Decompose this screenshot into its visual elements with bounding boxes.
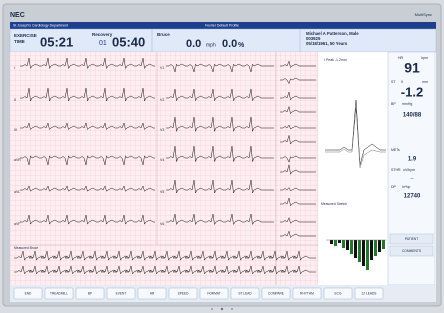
- function-key-label[interactable]: SPEED: [178, 291, 190, 295]
- monitor-photo: NEC MultiSync St Joseph's Cardiology Dep…: [0, 0, 444, 313]
- trend-bar: [366, 240, 369, 270]
- brand: NEC: [10, 12, 25, 19]
- lead-label: aVR: [14, 158, 21, 162]
- trend-bar: [350, 240, 353, 254]
- dp-unit: hr*bp: [402, 185, 410, 189]
- function-key-label[interactable]: 12 LEADS: [362, 291, 377, 295]
- trend-bar: [334, 240, 337, 246]
- speed: 0.0: [186, 38, 201, 50]
- recovery-label: Recovery: [92, 32, 113, 37]
- trend-bar: [382, 240, 385, 249]
- trend-bar: [370, 240, 373, 260]
- power-led: [221, 308, 223, 310]
- lead-label: V3: [160, 128, 164, 132]
- st-value: -1.2: [401, 84, 423, 99]
- hr-unit: bpm: [421, 56, 428, 60]
- rhythm-label: Measured Bruce: [14, 246, 38, 250]
- bp-unit: mmHg: [402, 102, 412, 106]
- patient-button-label[interactable]: PATIENT: [405, 237, 418, 241]
- bp-label: BP: [391, 102, 396, 106]
- mets-value: 1.9: [408, 157, 417, 163]
- lead-label: V4: [160, 158, 164, 162]
- grade: 0.0: [222, 38, 237, 50]
- function-key-label[interactable]: BP: [88, 291, 92, 295]
- bp-value: 140/88: [403, 113, 422, 119]
- trend-bar: [354, 240, 357, 258]
- complex-label: I Peak -1.2mm: [324, 58, 347, 62]
- sthr-value: --: [410, 175, 414, 181]
- patient-dob: 05/18/1961, 50 Years: [306, 41, 348, 46]
- function-key-label[interactable]: END: [25, 291, 32, 295]
- sthr-unit: uV/bpm: [403, 168, 415, 172]
- lead-label: III: [14, 128, 17, 132]
- page: NEC MultiSync St Joseph's Cardiology Dep…: [0, 0, 444, 313]
- comments-button-label[interactable]: COMMENTS: [402, 249, 422, 253]
- hr-label: HR: [398, 56, 404, 60]
- exercise-time: 05:21: [40, 34, 73, 49]
- lead-label: aVF: [14, 222, 20, 226]
- exercise-label: EXERCISE: [14, 33, 37, 38]
- button-dot: [211, 308, 213, 310]
- trend-bar: [362, 240, 365, 266]
- lead-label: aVL: [14, 190, 20, 194]
- function-key-label[interactable]: ST LEAD: [238, 291, 252, 295]
- st-unit: mm: [422, 80, 428, 84]
- function-key-label[interactable]: RHYTHM: [300, 291, 314, 295]
- trend-label: Measured Stretch: [321, 202, 347, 206]
- title-left: St Joseph's Cardiology Department: [13, 23, 68, 27]
- dp-label: DP: [391, 185, 397, 189]
- trend-bar: [378, 240, 381, 252]
- lead-label: I: [14, 66, 15, 70]
- trend-bar: [342, 240, 345, 248]
- trend-bar: [338, 240, 341, 243]
- sthr-label: STHR: [391, 168, 401, 172]
- time-label: TIME: [14, 39, 25, 44]
- st-lead: II: [401, 80, 403, 84]
- mets-label: METs: [391, 148, 400, 152]
- protocol: Bruce: [157, 32, 170, 37]
- function-key-label[interactable]: FORMAT: [207, 291, 220, 295]
- recovery-time: 05:40: [112, 34, 145, 49]
- function-key-label[interactable]: TREADMILL: [50, 291, 68, 295]
- recovery-stage: 01: [99, 40, 107, 47]
- lead-label: II: [14, 98, 16, 102]
- lead-label: V1: [160, 66, 164, 70]
- title-center: Fevrier Default Profile: [205, 23, 239, 27]
- lead-label: V6: [160, 222, 164, 226]
- speed-unit: mph: [206, 42, 216, 48]
- trend-bar: [346, 240, 349, 250]
- function-key-label[interactable]: ECG: [335, 291, 342, 295]
- dp-value: 12740: [404, 194, 421, 200]
- function-key-label[interactable]: COMPARE: [268, 291, 284, 295]
- model: MultiSync: [415, 12, 432, 17]
- lead-label: V2: [160, 98, 164, 102]
- trend-bar: [330, 240, 333, 244]
- function-key-label[interactable]: HR: [150, 291, 155, 295]
- trend-bar: [374, 240, 377, 256]
- grade-unit: %: [238, 42, 245, 49]
- function-key-label[interactable]: EVENT: [116, 291, 127, 295]
- trend-bar: [358, 240, 361, 262]
- button-dot: [231, 308, 233, 310]
- lead-label: V5: [160, 190, 164, 194]
- complex-panel: [318, 52, 388, 200]
- hr-value: 91: [404, 60, 420, 76]
